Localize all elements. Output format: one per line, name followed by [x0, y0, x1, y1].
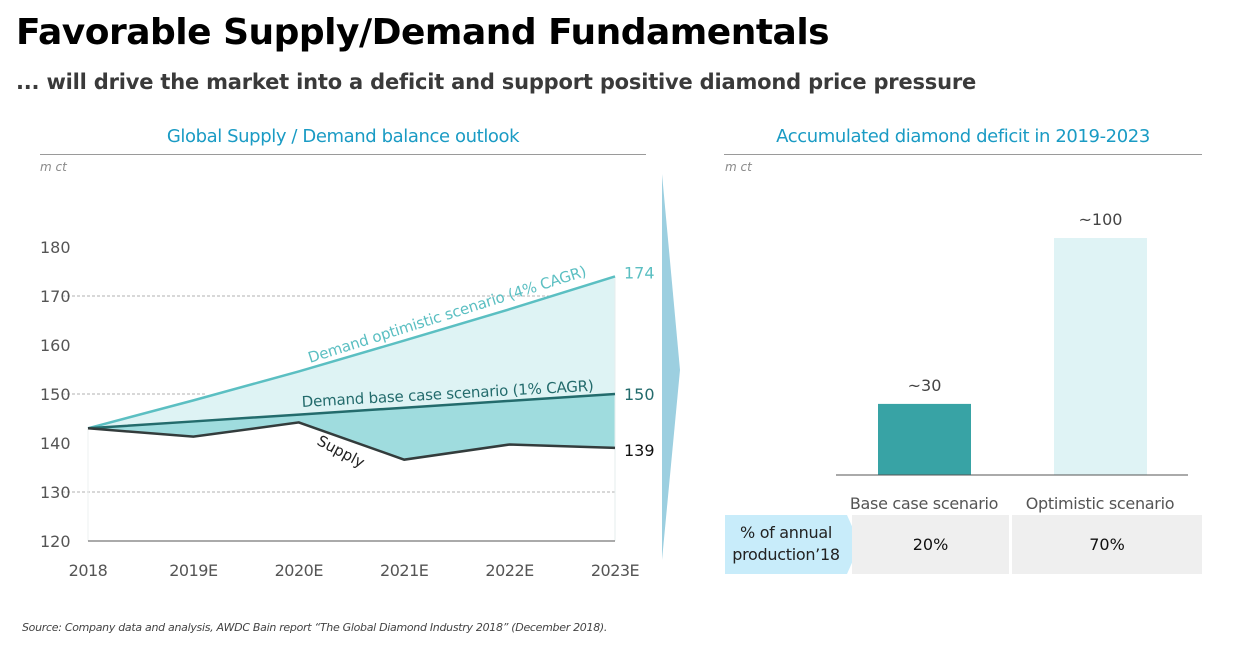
bar-chart-unit: m ct	[725, 160, 752, 174]
row-header-label: % of annual production’18	[725, 522, 847, 566]
row-header-line-1: % of annual	[740, 523, 832, 542]
y-tick-label: 160	[40, 336, 71, 355]
row-header-chevron	[725, 515, 860, 574]
page-subtitle: ... will drive the market into a deficit…	[16, 70, 977, 94]
source-note: Source: Company data and analysis, AWDC …	[22, 621, 608, 634]
x-tick-label: 2018	[69, 561, 108, 580]
optimistic-gap-area	[88, 276, 615, 429]
series-line-demand-optimistic	[87, 275, 616, 430]
y-tick-label: 140	[40, 434, 71, 453]
page-title: Favorable Supply/Demand Fundamentals	[16, 12, 830, 53]
x-tick-label: 2020E	[275, 561, 324, 580]
bar-base-case	[878, 403, 971, 475]
x-tick-label: 2022E	[485, 561, 534, 580]
bar-chart-title: Accumulated diamond deficit in 2019-2023	[776, 126, 1150, 147]
y-tick-label: 130	[40, 483, 71, 502]
divider-arrow-icon	[662, 174, 680, 560]
x-tick-label: 2021E	[380, 561, 429, 580]
bar-category-label-base: Base case scenario	[849, 494, 999, 513]
y-tick-label: 180	[40, 238, 71, 257]
line-chart-unit: m ct	[40, 160, 67, 174]
y-tick-label: 170	[40, 287, 71, 306]
x-tick-label: 2023E	[591, 561, 640, 580]
end-label-optimistic: 174	[624, 263, 655, 282]
bar-optimistic	[1054, 238, 1147, 475]
bar-value-label-base: ~30	[907, 375, 942, 395]
line-chart-title: Global Supply / Demand balance outlook	[166, 126, 520, 147]
x-tick-label: 2019E	[169, 561, 218, 580]
table-cell-base: 20%	[852, 515, 1009, 574]
end-label-base: 150	[624, 385, 655, 404]
bar-chart-title-rule	[724, 154, 1202, 155]
series-line-supply	[87, 421, 616, 461]
series-line-demand-base	[87, 392, 616, 430]
bar-value-label-optimistic: ~100	[1078, 210, 1123, 229]
line-chart-title-rule	[40, 154, 646, 155]
row-header-line-2: production’18	[732, 545, 840, 564]
y-tick-label: 150	[40, 385, 71, 404]
base-gap-area	[88, 394, 615, 460]
y-tick-label: 120	[40, 532, 71, 551]
end-label-supply: 139	[624, 441, 655, 460]
bar-category-label-optimistic: Optimistic scenario	[1025, 494, 1175, 513]
table-cell-optimistic: 70%	[1012, 515, 1202, 574]
